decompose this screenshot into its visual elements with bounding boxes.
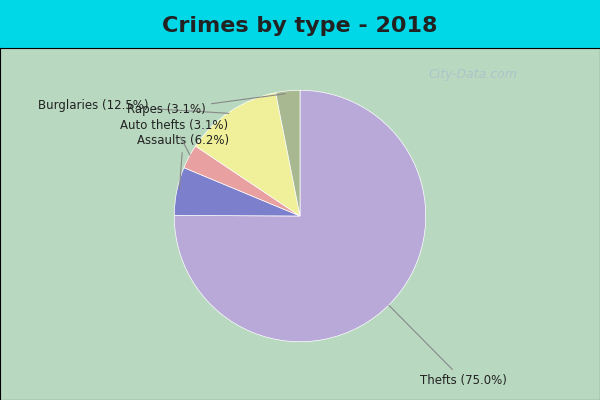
Text: Auto thefts (3.1%): Auto thefts (3.1%) [120,119,228,155]
Text: Burglaries (12.5%): Burglaries (12.5%) [38,99,229,113]
Text: City-Data.com: City-Data.com [428,68,517,81]
Text: Crimes by type - 2018: Crimes by type - 2018 [162,16,438,36]
Wedge shape [184,146,300,216]
Text: Rapes (3.1%): Rapes (3.1%) [127,94,285,116]
Text: Assaults (6.2%): Assaults (6.2%) [137,134,229,189]
Wedge shape [174,90,426,342]
Text: Thefts (75.0%): Thefts (75.0%) [389,305,507,387]
Wedge shape [275,90,300,216]
Wedge shape [196,93,300,216]
Wedge shape [174,168,300,216]
